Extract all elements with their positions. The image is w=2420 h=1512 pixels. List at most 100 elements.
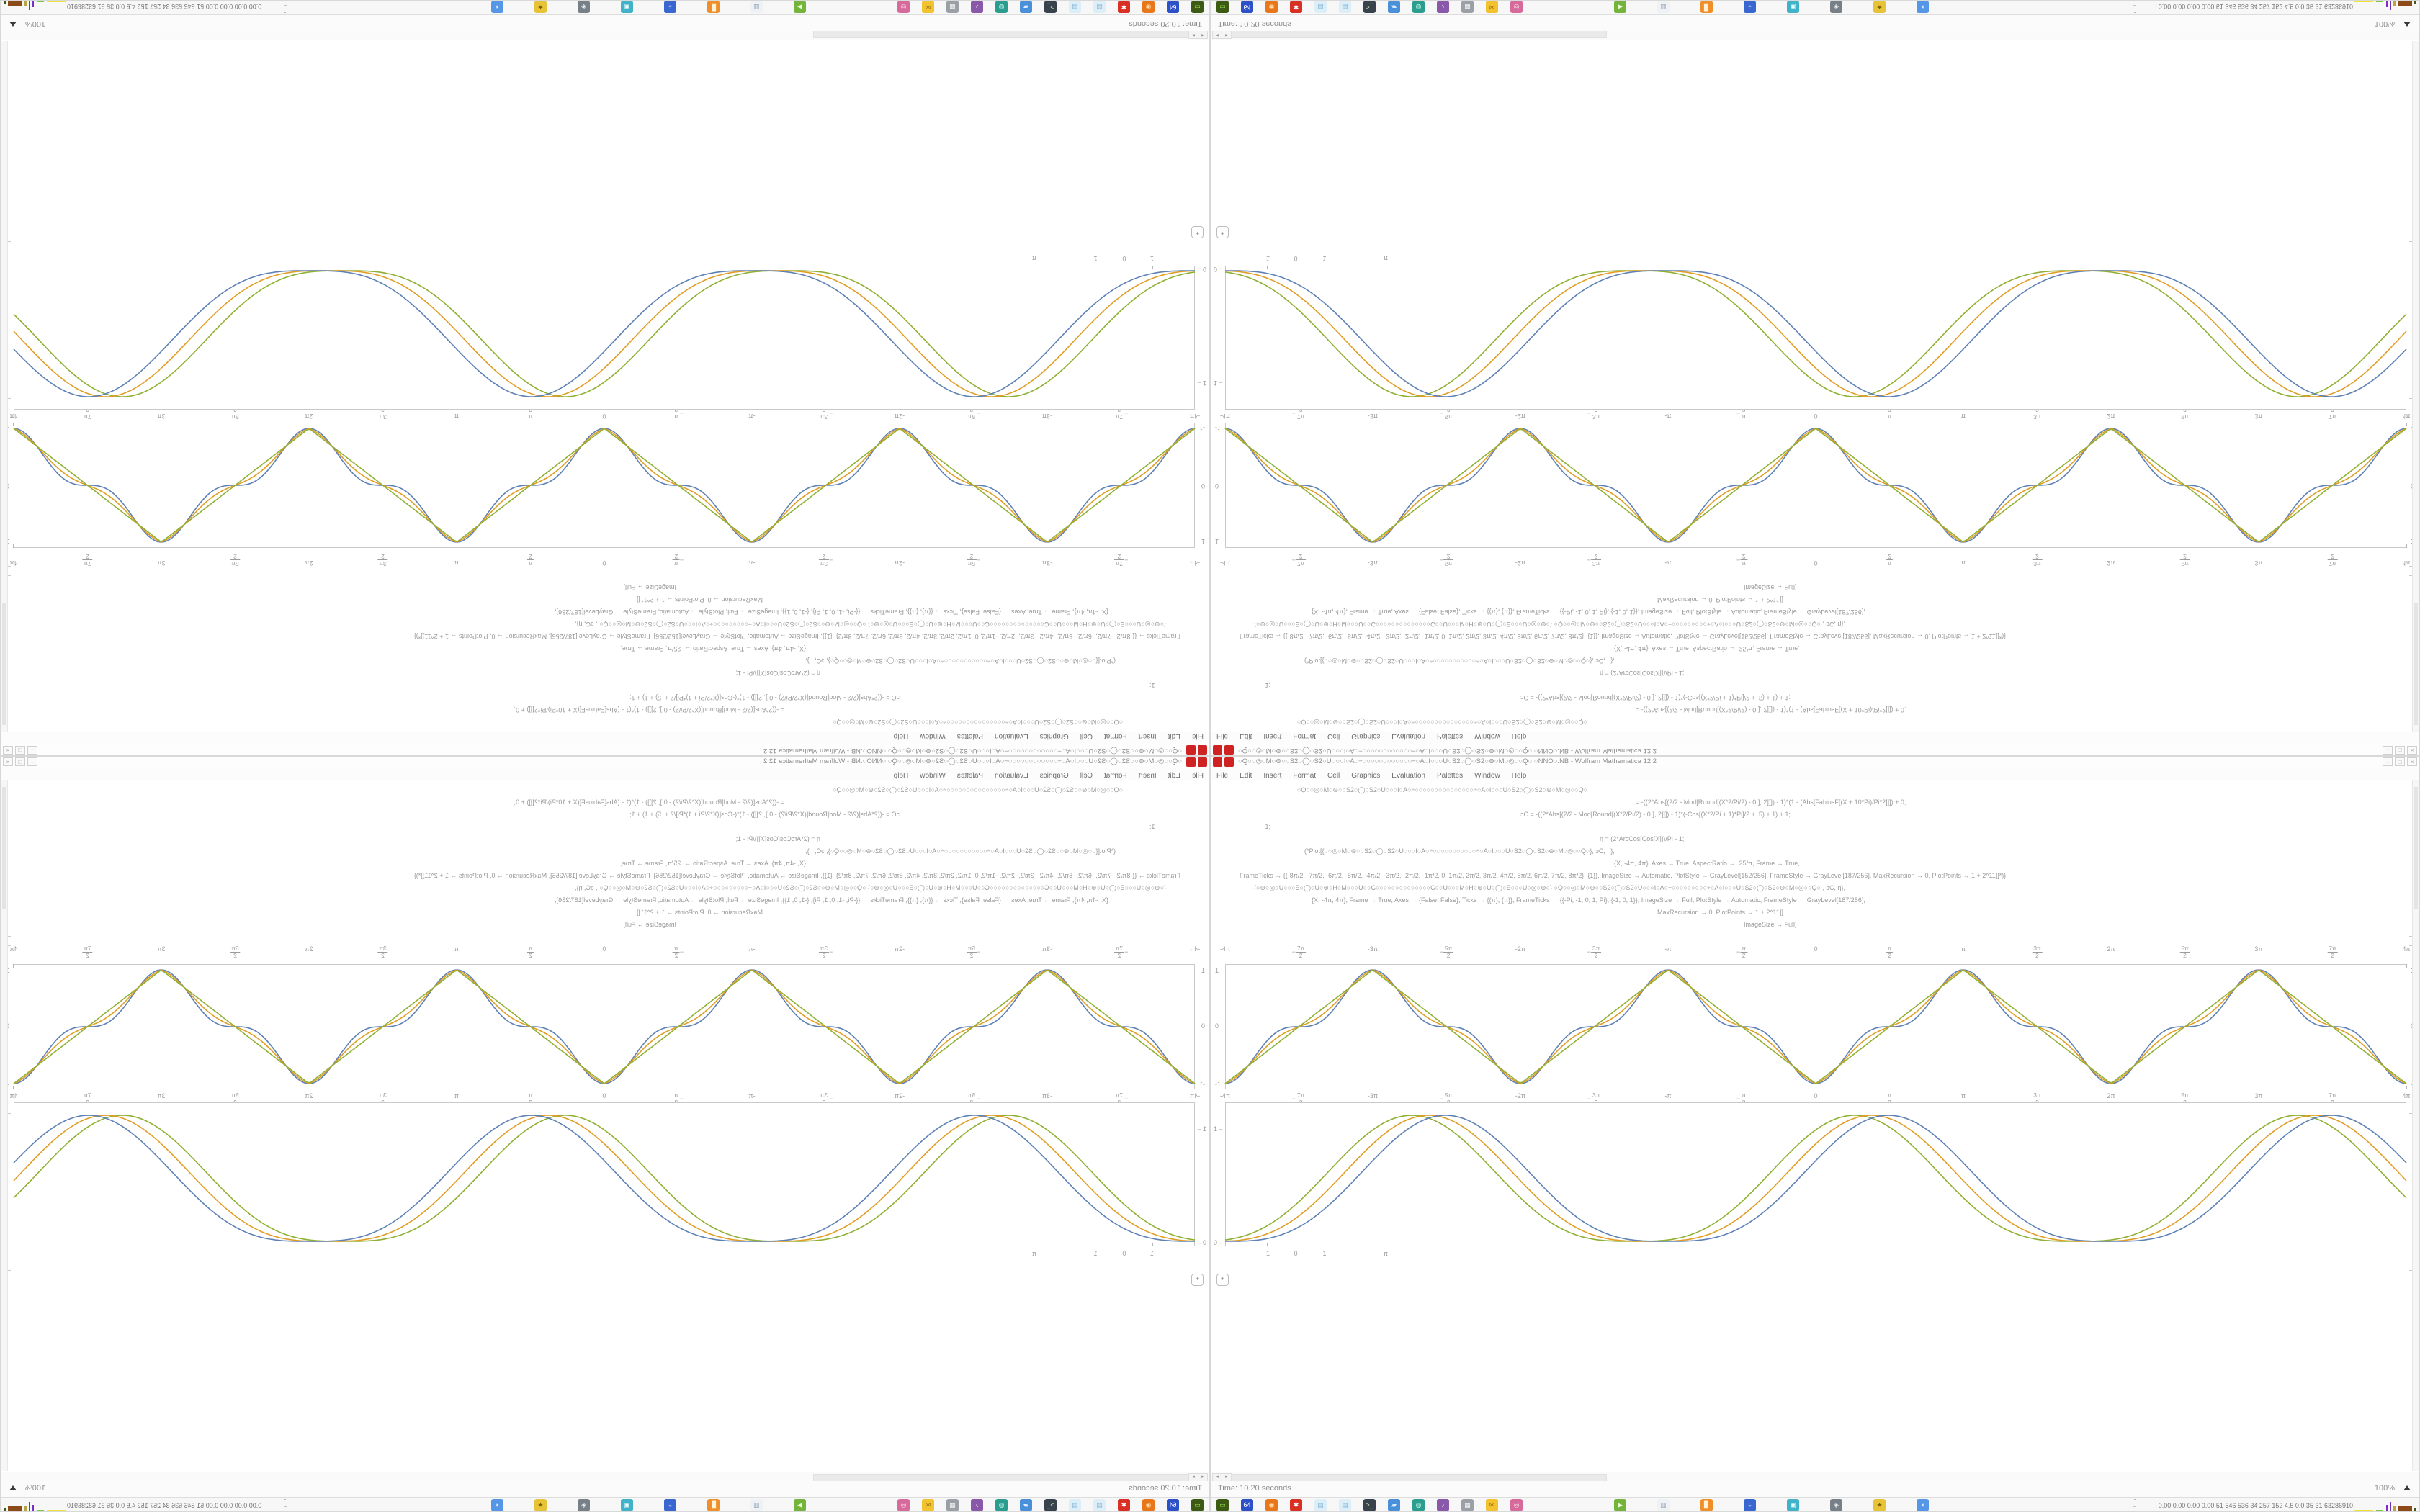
- menu-edit[interactable]: Edit: [1240, 772, 1252, 780]
- insert-cell-plus-icon[interactable]: +: [1191, 1274, 1204, 1286]
- cell-insert-bar[interactable]: +: [1211, 224, 2420, 238]
- settings-gear-icon[interactable]: ✱: [1290, 1499, 1302, 1511]
- window-title-bar[interactable]: ○Q○○◎○M○⊖○○S2○◯○S2○U○○○I○A○÷○○○○○○○○○○○○…: [1211, 757, 2419, 768]
- menu-palettes[interactable]: Palettes: [1437, 772, 1464, 780]
- horizontal-scrollbar-thumb[interactable]: [1231, 30, 1607, 38]
- settings-gear-icon[interactable]: ✱: [1290, 1, 1302, 13]
- vertical-scrollbar-thumb[interactable]: [2, 787, 6, 909]
- menu-graphics[interactable]: Graphics: [1351, 772, 1381, 780]
- lock-icon[interactable]: ◈: [578, 1499, 590, 1511]
- window-title-bar[interactable]: ○Q○○◎○M○⊖○○S2○◯○S2○U○○○I○A○÷○○○○○○○○○○○○…: [1, 757, 1209, 768]
- magnification-caret-icon[interactable]: [2403, 1485, 2411, 1490]
- folder-icon[interactable]: ▰: [1388, 1499, 1400, 1511]
- menu-insert[interactable]: Insert: [1138, 732, 1157, 740]
- media-player-icon[interactable]: ▶: [794, 1499, 806, 1511]
- terminal-icon[interactable]: >_: [1044, 1, 1057, 13]
- chart-icon[interactable]: ▊: [707, 1499, 720, 1511]
- chart-icon[interactable]: ▊: [1700, 1499, 1713, 1511]
- menu-graphics[interactable]: Graphics: [1039, 772, 1069, 780]
- vertical-scrollbar[interactable]: [1, 780, 8, 1471]
- disk-icon[interactable]: ◒: [1744, 1, 1756, 13]
- drive-icon[interactable]: ▭: [1191, 1, 1204, 13]
- menu-evaluation[interactable]: Evaluation: [995, 732, 1028, 740]
- folder-icon[interactable]: ▰: [1020, 1, 1032, 13]
- mail-icon[interactable]: ✉: [1486, 1499, 1498, 1511]
- close-button[interactable]: ×: [3, 746, 13, 755]
- drive-icon[interactable]: ▭: [1216, 1, 1229, 13]
- restore-button[interactable]: □: [2395, 746, 2405, 755]
- settings-gear-icon[interactable]: ✱: [1118, 1499, 1130, 1511]
- media-player-icon[interactable]: ▶: [1614, 1499, 1626, 1511]
- horizontal-scrollbar-thumb[interactable]: [813, 30, 1189, 38]
- restore-button[interactable]: □: [15, 746, 25, 755]
- vertical-scrollbar[interactable]: [2412, 780, 2419, 1471]
- document-icon[interactable]: ▥: [750, 1, 763, 13]
- menu-edit[interactable]: Edit: [1168, 772, 1180, 780]
- menu-format[interactable]: Format: [1103, 772, 1127, 780]
- globe-icon[interactable]: ◍: [995, 1499, 1008, 1511]
- document-icon[interactable]: ▥: [1657, 1499, 1670, 1511]
- magnification-value[interactable]: 100%: [2374, 19, 2395, 28]
- camera-icon[interactable]: ◎: [1510, 1, 1523, 13]
- minimize-button[interactable]: –: [27, 746, 37, 755]
- disk-icon[interactable]: ◒: [664, 1, 676, 13]
- horizontal-scrollbar[interactable]: ◂ ▸: [1, 1472, 1209, 1482]
- menu-file[interactable]: File: [1216, 732, 1229, 740]
- restore-button[interactable]: □: [15, 757, 25, 766]
- camera-icon[interactable]: ◎: [897, 1, 910, 13]
- menu-graphics[interactable]: Graphics: [1039, 732, 1069, 740]
- menu-file[interactable]: File: [1191, 732, 1204, 740]
- menu-help[interactable]: Help: [893, 772, 909, 780]
- menu-window[interactable]: Window: [920, 732, 946, 740]
- terminal-icon[interactable]: >_: [1044, 1499, 1057, 1511]
- star-icon[interactable]: ★: [534, 1, 547, 13]
- cell-insert-bar[interactable]: +: [1211, 1274, 2419, 1288]
- document-icon[interactable]: ▥: [1657, 1, 1670, 13]
- firefox-icon[interactable]: ◉: [1142, 1, 1155, 13]
- menu-help[interactable]: Help: [1511, 732, 1527, 740]
- notepad-icon[interactable]: ▤: [1069, 1499, 1081, 1511]
- music-icon[interactable]: ♪: [971, 1499, 983, 1511]
- calculator-icon[interactable]: ▦: [1461, 1499, 1474, 1511]
- star-icon[interactable]: ★: [534, 1499, 547, 1511]
- media-player-icon[interactable]: ▶: [794, 1, 806, 13]
- horizontal-scrollbar[interactable]: ◂ ▸: [1, 30, 1209, 40]
- magnification-caret-icon[interactable]: [9, 22, 17, 27]
- menu-window[interactable]: Window: [1474, 732, 1500, 740]
- menu-format[interactable]: Format: [1293, 772, 1317, 780]
- menu-evaluation[interactable]: Evaluation: [1392, 772, 1425, 780]
- close-button[interactable]: ×: [2407, 746, 2417, 755]
- menu-window[interactable]: Window: [1474, 772, 1500, 780]
- photo-icon[interactable]: ▣: [1787, 1, 1799, 13]
- media-player-icon[interactable]: ▶: [1614, 1, 1626, 13]
- horizontal-scrollbar[interactable]: ◂ ▸: [1211, 1472, 2419, 1482]
- input-cell-code[interactable]: ○Q○○◎○M○⊖○○S2○◯○S2○U○○○I○A○÷○○○○○○○○○○○○…: [1211, 581, 2406, 728]
- menu-evaluation[interactable]: Evaluation: [1392, 732, 1425, 740]
- floppy-64-icon[interactable]: 64: [1167, 1, 1179, 13]
- tray-chevron-icon[interactable]: ⌃ ⌃: [282, 1498, 288, 1511]
- camera-icon[interactable]: ◎: [1510, 1499, 1523, 1511]
- photo-icon[interactable]: ▣: [621, 1499, 633, 1511]
- music-icon[interactable]: ♪: [971, 1, 983, 13]
- menu-cell[interactable]: Cell: [1080, 772, 1093, 780]
- menu-palettes[interactable]: Palettes: [956, 772, 983, 780]
- tray-chevron-icon[interactable]: ⌃ ⌃: [2132, 1498, 2138, 1511]
- menu-insert[interactable]: Insert: [1138, 772, 1157, 780]
- menu-format[interactable]: Format: [1293, 732, 1317, 740]
- close-button[interactable]: ×: [3, 757, 13, 766]
- folder-icon[interactable]: ▰: [1020, 1499, 1032, 1511]
- insert-cell-plus-icon[interactable]: +: [1216, 1274, 1229, 1286]
- floppy-64-icon[interactable]: 64: [1167, 1499, 1179, 1511]
- tray-chevron-icon[interactable]: ⌃ ⌃: [282, 1, 288, 14]
- star-icon[interactable]: ★: [1873, 1499, 1886, 1511]
- magnification-caret-icon[interactable]: [2403, 22, 2411, 27]
- menu-help[interactable]: Help: [1511, 772, 1527, 780]
- mail-icon[interactable]: ✉: [922, 1, 934, 13]
- vertical-scrollbar-thumb[interactable]: [2414, 787, 2418, 909]
- menu-insert[interactable]: Insert: [1263, 732, 1282, 740]
- globe-icon[interactable]: ◍: [995, 1, 1008, 13]
- insert-cell-plus-icon[interactable]: +: [1216, 226, 1229, 238]
- menu-file[interactable]: File: [1191, 772, 1204, 780]
- photo-icon[interactable]: ▣: [1787, 1499, 1799, 1511]
- window-title-bar[interactable]: ○Q○○◎○M○⊖○○S2○◯○S2○U○○○I○A○÷○○○○○○○○○○○○…: [1, 744, 1209, 755]
